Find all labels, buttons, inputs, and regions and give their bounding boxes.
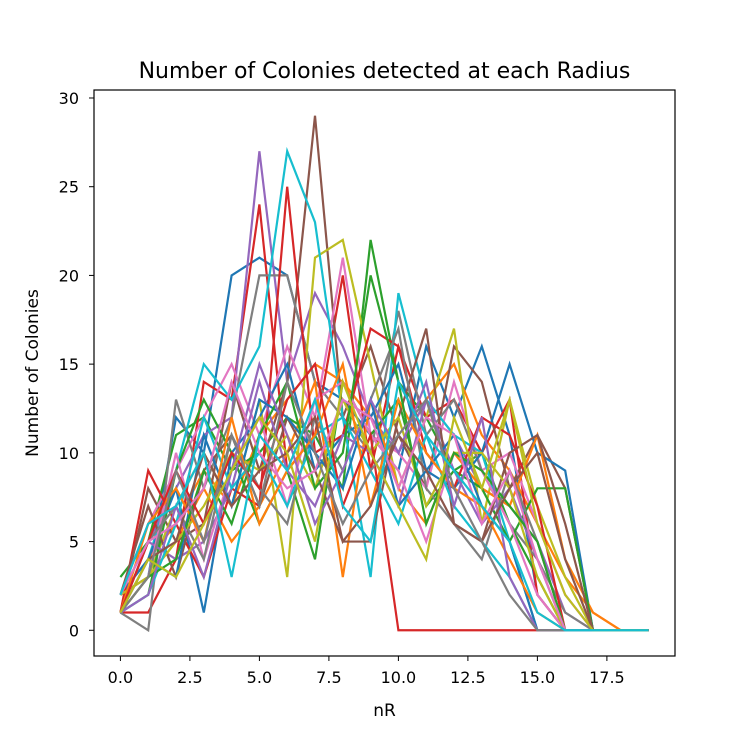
y-axis: 0 5 10 15 20 25 30 <box>59 89 94 640</box>
series-line-26 <box>119 414 649 632</box>
series-layer <box>119 115 649 633</box>
x-tick-label: 7.5 <box>316 668 341 687</box>
x-tick-label: 2.5 <box>177 668 202 687</box>
x-tick-label: 12.5 <box>450 668 486 687</box>
y-tick-label: 5 <box>69 533 79 552</box>
x-axis-label: nR <box>373 701 396 721</box>
y-tick-label: 30 <box>59 89 79 108</box>
x-tick-label: 10.0 <box>381 668 417 687</box>
series-line-29 <box>119 377 649 632</box>
x-tick-label: 17.5 <box>589 668 625 687</box>
y-axis-label: Number of Colonies <box>23 289 43 457</box>
plot-frame <box>93 89 676 657</box>
series-line-30 <box>119 378 649 632</box>
y-tick-label: 10 <box>59 444 79 463</box>
y-tick-label: 20 <box>59 266 79 285</box>
x-tick-label: 15.0 <box>520 668 556 687</box>
x-axis: 0.0 2.5 5.0 7.5 10.0 12.5 15.0 17.5 <box>108 656 625 687</box>
series-line-28 <box>119 378 649 632</box>
series-line-11 <box>119 360 649 632</box>
y-tick-label: 25 <box>59 178 79 197</box>
x-tick-label: 0.0 <box>108 668 133 687</box>
chart-title: Number of Colonies detected at each Radi… <box>139 59 631 84</box>
series-line-13 <box>119 378 649 632</box>
x-tick-label: 5.0 <box>247 668 272 687</box>
y-tick-label: 15 <box>59 355 79 374</box>
y-tick-label: 0 <box>69 621 79 640</box>
